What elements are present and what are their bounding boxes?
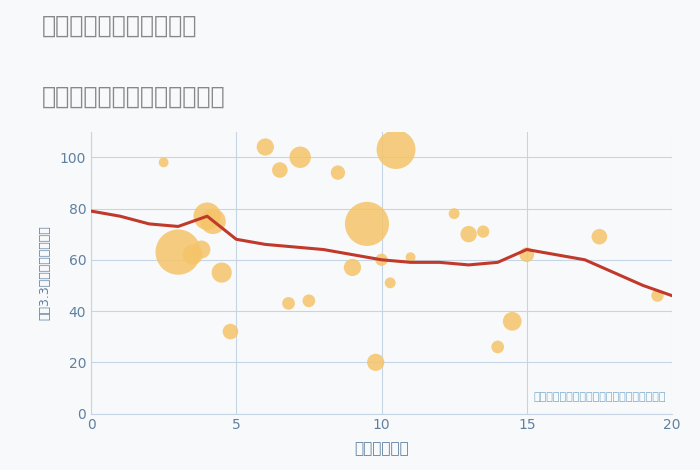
Point [594,233,605,241]
Point [274,166,286,174]
Point [449,210,460,218]
Point [172,248,183,256]
Point [207,218,218,225]
Point [463,230,475,238]
Point [477,228,489,235]
Point [521,251,532,258]
Point [376,256,387,264]
Text: 円の大きさは、取引のあった物件面積を示す: 円の大きさは、取引のあった物件面積を示す [533,392,666,402]
Point [370,359,382,366]
Point [332,169,344,176]
Point [492,343,503,351]
Point [391,146,402,153]
Point [295,154,306,161]
Point [158,158,169,166]
Point [202,212,213,220]
Point [196,246,207,253]
Point [346,264,358,271]
Point [507,318,518,325]
Point [652,292,663,299]
Y-axis label: 坪（3.3㎡）単価（万円）: 坪（3.3㎡）単価（万円） [38,225,51,320]
Text: 駅距離別中古マンション価格: 駅距離別中古マンション価格 [42,85,225,109]
Point [187,251,198,258]
Point [260,143,271,151]
Text: 三重県四日市市北野町の: 三重県四日市市北野町の [42,14,197,38]
Point [405,253,416,261]
Point [283,299,294,307]
X-axis label: 駅距離（分）: 駅距離（分） [354,441,409,456]
Point [384,279,395,287]
Point [361,220,372,227]
Point [225,328,236,335]
Point [216,269,228,276]
Point [303,297,314,305]
